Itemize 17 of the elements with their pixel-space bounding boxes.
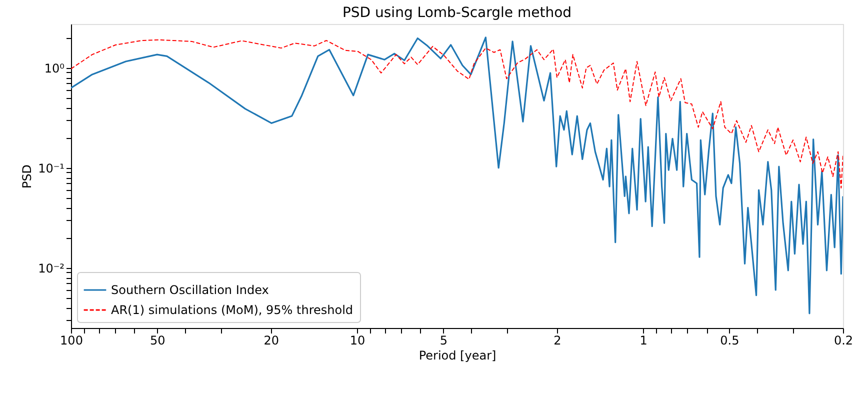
x-axis-title: Period [year] — [418, 348, 496, 362]
x-tick-label: 5 — [440, 334, 448, 348]
legend-label: AR(1) simulations (MoM), 95% threshold — [111, 303, 354, 317]
x-tick-label: 50 — [150, 334, 166, 348]
legend-label: Southern Oscillation Index — [111, 283, 269, 297]
y-tick-label: 10⁰ — [44, 61, 65, 76]
y-axis-title: PSD — [20, 164, 34, 189]
x-tick-label: 0.5 — [720, 334, 740, 348]
chart-title: PSD using Lomb-Scargle method — [342, 5, 572, 21]
y-tick-label: 10⁻¹ — [38, 161, 65, 176]
x-tick-label: 0.2 — [834, 334, 854, 348]
x-tick-label: 2 — [554, 334, 562, 348]
y-tick-label: 10⁻² — [38, 261, 65, 276]
x-tick-label: 20 — [264, 334, 280, 348]
x-tick-label: 100 — [60, 334, 83, 348]
x-tick-label: 10 — [350, 334, 366, 348]
x-tick-label: 1 — [640, 334, 648, 348]
